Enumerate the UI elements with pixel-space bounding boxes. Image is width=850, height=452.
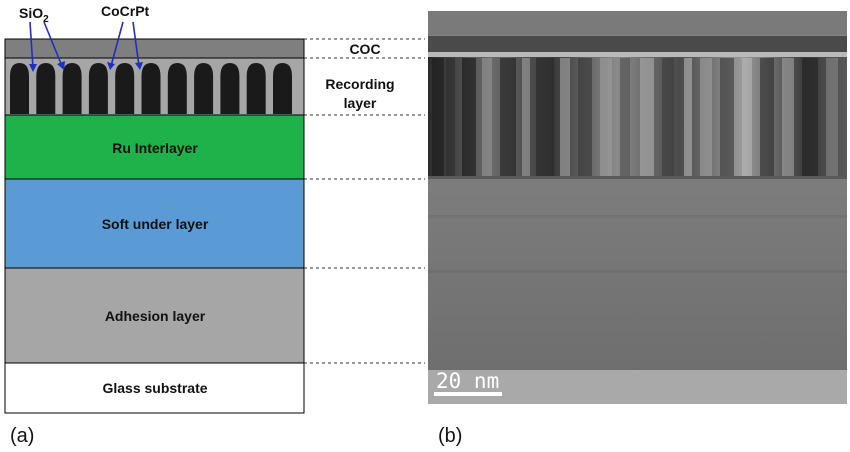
panel-b-tem-image: 20 nm (b) [428,11,847,447]
cocrpt-grain [141,63,161,114]
tem-grain-column [720,58,734,176]
soft-under-layer [4,178,305,269]
tem-grain-column [578,58,592,176]
glass-substrate [4,362,305,414]
tem-grain-column [620,58,630,176]
cocrpt-grain [246,63,266,114]
tem-grain-column [560,58,570,176]
tem-band-1 [428,215,847,218]
panel-b-label: (b) [438,425,462,447]
tem-top-blur [428,11,847,35]
recording-label-line1: Recording [325,76,394,92]
cocrpt-label: CoCrPt [101,3,150,19]
glass-substrate-label: Glass substrate [102,380,207,396]
adhesion-layer-label: Adhesion layer [105,308,206,324]
ru-interlayer [4,114,305,180]
cocrpt-grain [88,63,108,114]
dashed-guides [304,38,425,364]
tem-grain-column [432,58,444,176]
tem-grain-column [760,58,774,176]
tem-grain-column [522,58,530,176]
tem-grain-column [802,58,818,176]
tem-grain-column [446,58,455,176]
tem-grain-column [826,58,838,176]
coc-layer [4,38,305,59]
cocrpt-grain [36,63,56,114]
soft-under-layer-label: Soft under layer [102,216,209,232]
panel-a-diagram: Ru Interlayer Soft under layer Adhesion … [4,3,425,447]
scale-bar [434,392,502,396]
tem-interface-line [428,176,847,179]
adhesion-layer [4,267,305,364]
cocrpt-grain [273,63,292,114]
tem-band-2 [428,270,847,273]
panel-a-label: (a) [10,425,34,447]
cocrpt-grains [10,63,292,114]
tem-grain-column [600,58,612,176]
tem-grain-column [500,58,516,176]
tem-recording-region [428,57,847,178]
tem-grain-column [684,58,692,176]
tem-grain-column [482,58,492,176]
cocrpt-grain [115,63,135,114]
sio2-label: SiO2 [19,5,49,25]
tem-grain-column [742,58,752,176]
tem-grain-column [700,58,712,176]
tem-grain-column [662,58,674,176]
tem-grain-column [782,58,794,176]
tem-coc-edge [428,52,847,57]
cocrpt-grain [10,63,29,114]
tem-grain-column [640,58,654,176]
cocrpt-grain [220,63,240,114]
tem-grain-column [462,58,476,176]
tem-grain-columns [432,58,838,176]
cocrpt-grain [194,63,214,114]
tem-grain-column [536,58,554,176]
cocrpt-grain [167,63,187,114]
cocrpt-grain [62,63,82,114]
tem-glass-region [428,370,847,404]
scale-bar-text: 20 nm [436,369,499,393]
tem-coc-band [428,36,847,54]
recording-label-line2: layer [344,95,377,111]
coc-label: COC [349,41,380,57]
ru-interlayer-label: Ru Interlayer [112,140,198,156]
pointer-arrows [29,21,143,72]
